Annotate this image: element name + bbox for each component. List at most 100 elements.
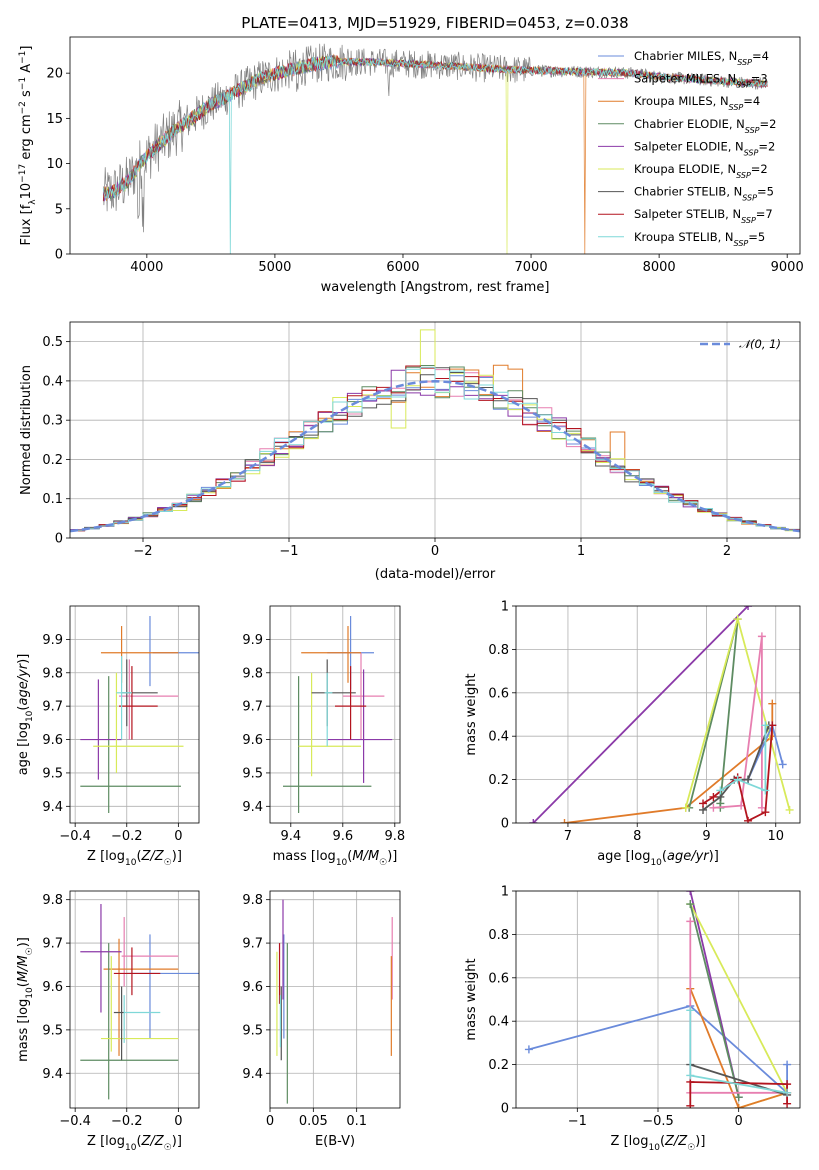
y-tick-label: 9.8 (42, 893, 63, 908)
weight-point-marker (733, 615, 742, 624)
x-tick-label: 0.1 (346, 1114, 367, 1129)
y-tick-label: 0.2 (488, 1058, 509, 1073)
weight-point-marker (709, 792, 718, 801)
y-tick-label: 9.6 (42, 733, 63, 748)
y-axis-label-part: )] (16, 654, 31, 664)
x-tick-label: 10 (767, 829, 784, 844)
y-tick-label: 9.8 (242, 893, 263, 908)
legend-ssp-num: =2 (758, 139, 775, 153)
x-axis-label-part: )] (709, 849, 719, 864)
weight-point-marker (734, 1093, 743, 1102)
y-tick-label: 9.5 (242, 766, 263, 781)
x-tick-label: 4000 (130, 260, 163, 275)
x-axis-label-part: age [log (597, 849, 650, 864)
weight-point-marker (716, 786, 725, 795)
y-tick-label: 1 (501, 600, 509, 615)
x-tick-label: 0 (266, 1114, 274, 1129)
y-tick-label: 9.6 (242, 733, 263, 748)
y-axis-label-part: Normed distribution (19, 365, 34, 495)
y-axis-label-part: )] (16, 937, 31, 947)
weight-point-marker (686, 917, 695, 926)
legend-ssp-num: =2 (760, 117, 777, 131)
legend-ssp-sub: SSP (736, 171, 751, 180)
legend-ssp-num: =2 (751, 162, 768, 176)
weight-series-line (702, 725, 774, 823)
weight-series-line (713, 636, 763, 809)
y-tick-label: 0.3 (42, 414, 63, 429)
spectrum-model-line (102, 55, 768, 254)
y-axis-label-part: Flux [f (19, 204, 34, 245)
legend-ssp-sub: SSP (744, 148, 759, 157)
legend-model: Salpeter STELIB, N (634, 207, 741, 221)
weight-point-marker (744, 816, 753, 823)
x-axis-label-part: Z/Z (141, 849, 165, 864)
legend-entry: Kroupa MILES, NSSP=4 (634, 94, 760, 112)
x-tick-label: 0 (431, 544, 439, 559)
x-axis-label-part: ( (136, 849, 141, 864)
x-axis-label-part: ☉ (164, 1143, 172, 1153)
x-axis-label: mass [log10(M/M☉)] (273, 849, 398, 868)
y-tick-label: 0.6 (488, 971, 509, 986)
y-tick-label: 9.5 (42, 1023, 63, 1038)
y-axis-label: mass weight (464, 958, 479, 1040)
weight-point-marker (783, 1080, 792, 1089)
x-tick-label: −0.4 (59, 829, 91, 844)
axes-frame (515, 605, 801, 824)
weight-point-marker (734, 1104, 743, 1108)
x-axis-label-part: )] (172, 1134, 182, 1149)
y-axis-label-part: M/M (16, 955, 31, 982)
weight-point-marker (785, 805, 794, 814)
y-axis-label-part: age/yr (16, 662, 31, 705)
legend-model: Kroupa STELIB, N (634, 230, 734, 244)
y-axis-label-part: 10 (25, 710, 35, 722)
x-axis-label-part: ☉ (687, 1143, 695, 1153)
legend-entry: 𝒩(0, 1) (739, 337, 781, 351)
y-tick-label: 0.5 (42, 335, 63, 350)
y-tick-label: 9.7 (42, 700, 63, 715)
legend-ssp-num: =4 (752, 49, 769, 63)
x-tick-label: 0 (174, 829, 182, 844)
x-tick-label: −1 (568, 1114, 587, 1129)
x-tick-label: 1 (577, 544, 585, 559)
y-tick-label: 9.7 (242, 937, 263, 952)
legend-entry: Salpeter STELIB, NSSP=7 (634, 207, 773, 225)
axes-massweight-vs-Z: −1 −0.5 0 0 0.2 0.4 0.6 0.8 1 Z [log10(Z/Z☉)] mass… (464, 885, 801, 1153)
x-tick-label: −0.4 (59, 1114, 91, 1129)
axes-frame (515, 890, 801, 1109)
x-tick-label: 2 (723, 544, 731, 559)
y-tick-label: 9.8 (242, 666, 263, 681)
weight-point-marker (524, 1045, 533, 1054)
x-axis-label-part: Z [log (87, 849, 125, 864)
plot-area-mass-vs-Z (80, 904, 199, 1100)
plot-area-mass-vs-EBV (276, 899, 393, 1104)
y-tick-label: 0.2 (488, 773, 509, 788)
legend-ssp-num: =5 (748, 230, 765, 244)
legend-ssp-num: =7 (756, 207, 773, 221)
weight-series-line (528, 1005, 788, 1095)
normal-curve (70, 380, 800, 533)
y-axis-label: Flux [fλ10−17 erg cm−2 s−1 A−1] (18, 46, 38, 246)
legend-entry: Chabrier MILES, NSSP=4 (634, 49, 769, 67)
y-tick-label: 9.7 (42, 937, 63, 952)
x-axis-label: E(B-V) (315, 1134, 355, 1149)
x-tick-label: −0.5 (642, 1114, 674, 1129)
x-tick-label: 9 (702, 829, 710, 844)
y-axis-label-part: 10 (19, 183, 34, 200)
y-tick-label: 9.9 (42, 633, 63, 648)
x-tick-label: 9.6 (332, 829, 353, 844)
y-tick-label: 0.1 (42, 492, 63, 507)
x-tick-label: 0 (174, 1114, 182, 1129)
y-tick-label: 0.8 (488, 643, 509, 658)
axes-mass-vs-Z: −0.4 −0.2 09.49.59.69.79.8Z [log10(Z/Z☉)]m… (16, 890, 200, 1153)
x-tick-label: 6000 (386, 260, 419, 275)
axes-age-vs-Z: −0.4 −0.2 09.49.59.69.79.89.9Z [log10(Z/Z☉… (16, 605, 200, 868)
x-axis-label: (data-model)/error (375, 567, 496, 582)
spectrum-model-line (102, 55, 768, 202)
legend-entry: Chabrier ELODIE, NSSP=2 (634, 117, 776, 135)
y-tick-label: 20 (46, 67, 63, 82)
weight-point-marker (699, 799, 708, 808)
weight-series-line (689, 903, 740, 1098)
y-tick-label: 0.4 (488, 730, 509, 745)
